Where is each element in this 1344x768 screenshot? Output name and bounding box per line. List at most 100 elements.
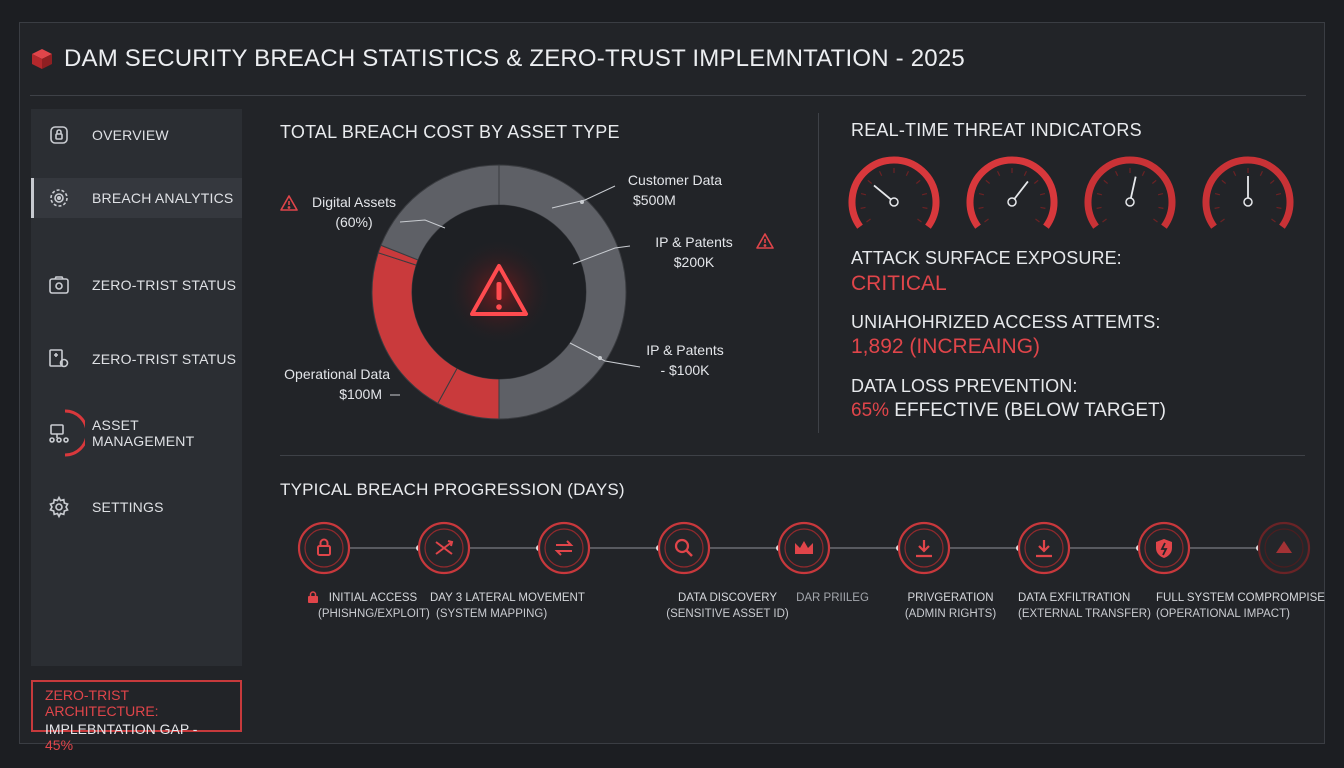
gauge-tick (1039, 192, 1046, 196)
sidebar: OVERVIEW BREACH ANALYTICS ZERO-TRIST STA… (31, 109, 242, 666)
stage-ring (537, 521, 591, 575)
panel-divider (818, 113, 819, 433)
gauge-tick (1040, 206, 1046, 209)
gauge-tick (1114, 170, 1119, 177)
stage-label-5: PRIVGERATION (ADMIN RIGHTS) (898, 590, 1003, 622)
timeline-stage[interactable] (657, 521, 711, 575)
gauge-tick (1275, 192, 1282, 196)
gauge-arc (848, 156, 940, 229)
gauge-tick (922, 206, 928, 209)
ip2-name: IP & Patents (646, 342, 724, 358)
threat-title: REAL-TIME THREAT INDICATORS (851, 120, 1142, 140)
download-icon (1036, 540, 1052, 558)
stage-line2: (SYSTEM MAPPING) (436, 608, 548, 620)
gauge-tick (866, 218, 871, 223)
gauge-tick (1232, 170, 1237, 177)
warning-icon (280, 195, 298, 211)
gauge-tick (1141, 170, 1146, 177)
threat-gauge (966, 156, 1058, 229)
gauge-tick (1214, 192, 1221, 196)
search-icon (674, 538, 693, 557)
stage-label-4: DAR PRIILEG (790, 590, 875, 606)
threat-gauge (1202, 156, 1294, 229)
gauge-tick (1096, 206, 1102, 209)
stage-label-1: INITIAL ACCESS (PHISHNG/EXPLOIT) (318, 590, 430, 622)
op-name: Operational Data (284, 366, 390, 382)
gauge-tick (996, 170, 1001, 177)
timeline-stage[interactable] (777, 521, 831, 575)
sidebar-item-asset-management[interactable]: ASSET MANAGEMENT (31, 409, 242, 457)
leader-dot (580, 200, 584, 204)
surface-label: ATTACK SURFACE EXPOSURE: (851, 248, 1122, 268)
gauge-tick (867, 179, 873, 184)
sidebar-item-label: SETTINGS (92, 499, 164, 515)
stage-line2: (PHISHNG/EXPLOIT) (318, 608, 430, 620)
gauge-tick (1103, 179, 1109, 184)
sidebar-item-breach-analytics[interactable]: BREACH ANALYTICS (31, 178, 242, 218)
digital-name: Digital Assets (311, 194, 397, 210)
dlp-value: 65% EFFECTIVE (BELOW TARGET) (851, 400, 1166, 422)
stage-inner-ring (544, 528, 584, 568)
timeline-stage[interactable] (417, 521, 471, 575)
stage-line1: DATA EXFILTRATION (1018, 592, 1131, 604)
stage-label-6: DATA EXFILTRATION (EXTERNAL TRANSFER) (1018, 590, 1151, 622)
threat-gauge (848, 156, 940, 229)
timeline-stage[interactable] (537, 521, 591, 575)
stage-line1: DAY 3 LATERAL MOVEMENT (430, 592, 585, 604)
gauge-tick (1157, 192, 1164, 196)
timeline-stage[interactable] (897, 521, 951, 575)
stage-line2: (ADMIN RIGHTS) (904, 608, 997, 620)
gauge-tick (985, 179, 991, 184)
gauge-tick (1276, 206, 1282, 209)
gauge-tick (1269, 179, 1275, 184)
stage-line2: (EXTERNAL TRANSFER) (1018, 608, 1151, 620)
sidebar-item-zero-trust-status[interactable]: ZERO-TRIST STATUS (31, 265, 242, 305)
lock-icon (50, 126, 68, 144)
shuffle-icon (435, 540, 454, 555)
section-divider (280, 455, 1305, 456)
progress-arc (64, 409, 85, 457)
gauge-tick (917, 218, 922, 223)
timeline-stage[interactable] (1137, 521, 1191, 575)
asset-network-icon (49, 424, 69, 443)
page-title: DAM SECURITY BREACH STATISTICS & ZERO-TR… (64, 45, 965, 72)
sidebar-item-settings[interactable]: SETTINGS (31, 487, 242, 527)
stage-line2: (SENSITIVE ASSET ID) (666, 608, 789, 620)
label-customer-data: Customer Data $500M (620, 170, 730, 210)
stage-ring (297, 521, 351, 575)
gauge-tick (1023, 170, 1028, 177)
gauge-tick (921, 192, 928, 196)
dlp-rest: EFFECTIVE (BELOW TARGET) (889, 400, 1166, 421)
gauge-hub (1007, 197, 1017, 207)
gauge-tick (1214, 206, 1220, 209)
gear-icon (49, 495, 69, 519)
gauge-tick (1035, 218, 1040, 223)
stage-label-2: DAY 3 LATERAL MOVEMENT (SYSTEM MAPPING) (430, 590, 630, 622)
warning-icon (470, 264, 528, 316)
stage-inner-ring (664, 528, 704, 568)
gauge-hub (889, 197, 899, 207)
sidebar-item-label: OVERVIEW (92, 127, 169, 143)
dlp-label: DATA LOSS PREVENTION: (851, 376, 1078, 396)
timeline-stage[interactable] (1017, 521, 1071, 575)
stage-inner-ring (784, 528, 824, 568)
gap-title: ZERO-TRIST ARCHITECTURE: (45, 687, 159, 719)
stage-inner-ring (1144, 528, 1184, 568)
network-plus-icon (49, 349, 69, 368)
label-ip-patents-2: IP & Patents - $100K (640, 340, 730, 380)
leader-dot (598, 356, 602, 360)
timeline-stage[interactable] (1257, 521, 1311, 575)
ip1-val: $200K (673, 254, 715, 270)
crown-icon (795, 541, 813, 554)
triangle-icon (1276, 541, 1292, 553)
sidebar-item-overview[interactable]: OVERVIEW (31, 115, 242, 155)
cube-icon (32, 49, 52, 69)
gear-network-icon (50, 189, 68, 207)
stage-line1: PRIVGERATION (907, 592, 994, 604)
op-val: $100M (339, 386, 382, 402)
header-divider (30, 95, 1306, 96)
sidebar-item-zero-trust-status-2[interactable]: ZERO-TRIST STATUS (31, 339, 242, 379)
timeline-stage[interactable] (297, 521, 351, 575)
stage-line2: (OPERATIONAL IMPACT) (1156, 608, 1290, 620)
gauge-arc (1202, 156, 1294, 229)
